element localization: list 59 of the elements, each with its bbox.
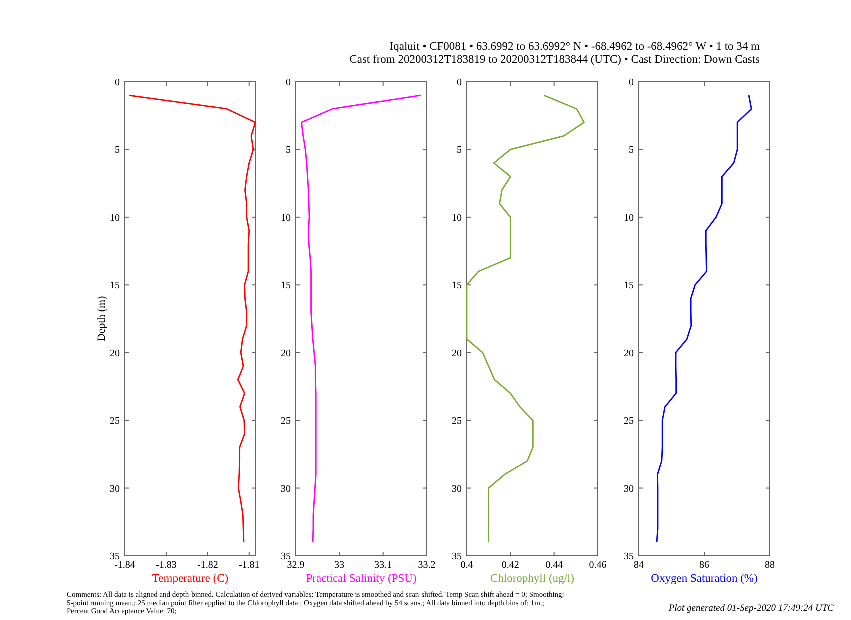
x-axis-title: Chlorophyll (ug/l)	[490, 573, 575, 585]
y-tick-label: 20	[110, 348, 120, 360]
x-tick-label: 33	[334, 560, 345, 571]
x-tick-label: 0.4	[460, 560, 474, 571]
line-series	[300, 94, 422, 544]
line-series	[128, 94, 256, 544]
y-tick-label: 20	[281, 348, 291, 360]
line-series	[656, 94, 752, 544]
x-tick-label: 0.42	[502, 560, 520, 571]
y-tick-label: 0	[457, 78, 462, 88]
x-tick-label: 84	[634, 560, 644, 571]
x-tick-label: 88	[765, 560, 775, 571]
y-tick-label: 15	[624, 280, 634, 292]
y-tick-label: 30	[110, 484, 120, 495]
x-tick-label: 33.2	[418, 560, 436, 571]
y-tick-label: 5	[286, 145, 291, 156]
y-tick-label: 35	[452, 552, 462, 562]
x-tick-label: 0.44	[546, 560, 564, 571]
y-tick-label: 10	[452, 212, 462, 224]
y-tick-label: 15	[452, 280, 462, 292]
y-tick-label: 20	[624, 348, 634, 360]
y-tick-label: 25	[281, 416, 291, 428]
y-tick-label: 0	[286, 78, 291, 88]
x-axis-title: Practical Salinity (PSU)	[306, 573, 417, 585]
y-tick-label: 5	[115, 145, 120, 156]
y-tick-label: 30	[281, 484, 291, 495]
x-axis-title: Temperature (C)	[152, 573, 229, 585]
y-tick-label: 25	[624, 416, 634, 428]
x-tick-label: -1.84	[114, 560, 136, 571]
x-tick-label: 33.1	[374, 560, 392, 571]
text: Cast from 20200312T183819 to 20200312T183844 (UTC) • Cast Direction: Down Casts	[350, 54, 761, 66]
x-tick-label: 0.46	[589, 560, 607, 571]
y-axis-title: Depth (m)	[96, 296, 108, 342]
y-tick-label: 25	[110, 416, 120, 428]
y-tick-label: 30	[624, 484, 634, 495]
text: Plot generated 01-Sep-2020 17:49:24 UTC	[668, 604, 835, 614]
x-tick-label: -1.82	[197, 560, 218, 571]
x-tick-label: -1.81	[238, 560, 260, 571]
x-tick-label: 32.9	[287, 560, 305, 571]
y-tick-label: 0	[629, 78, 634, 88]
y-tick-label: 35	[110, 552, 120, 562]
y-tick-label: 35	[281, 552, 291, 562]
y-tick-label: 30	[452, 484, 462, 495]
x-tick-label: 86	[700, 560, 710, 571]
y-tick-label: 5	[457, 145, 462, 156]
line-series	[466, 94, 585, 544]
y-tick-label: 15	[110, 280, 120, 292]
y-tick-label: 10	[624, 212, 634, 224]
text: Iqaluit • CF0081 • 63.6992 to 63.6992° N • -68.4962 to -68.4962° W • 1 to 34 m	[390, 41, 760, 53]
y-tick-label: 0	[115, 78, 120, 88]
x-axis-title: Oxygen Saturation (%)	[651, 573, 758, 585]
y-tick-label: 15	[281, 280, 291, 292]
y-tick-label: 5	[629, 145, 634, 156]
y-tick-label: 35	[624, 552, 634, 562]
y-tick-label: 10	[110, 212, 120, 224]
y-tick-label: 25	[452, 416, 462, 428]
x-tick-label: -1.83	[156, 560, 177, 571]
y-tick-label: 10	[281, 212, 291, 224]
y-tick-label: 20	[452, 348, 462, 360]
